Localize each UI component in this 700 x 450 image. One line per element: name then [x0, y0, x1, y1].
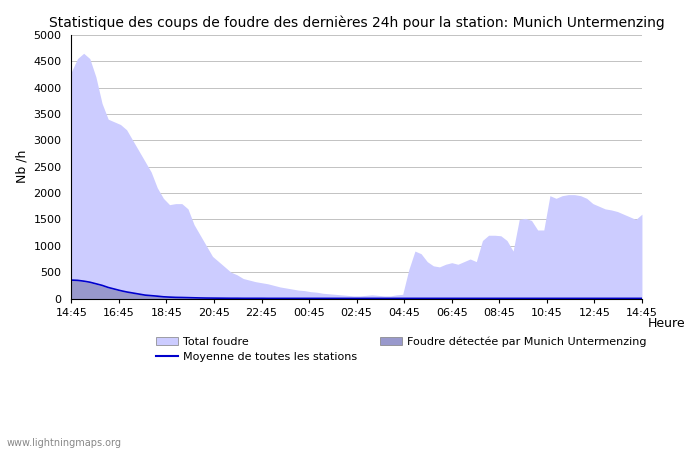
Title: Statistique des coups de foudre des dernières 24h pour la station: Munich Unterm: Statistique des coups de foudre des dern…: [49, 15, 664, 30]
Text: www.lightningmaps.org: www.lightningmaps.org: [7, 438, 122, 448]
Legend: Total foudre, Moyenne de toutes les stations, Foudre détectée par Munich Unterme: Total foudre, Moyenne de toutes les stat…: [151, 332, 652, 367]
Y-axis label: Nb /h: Nb /h: [15, 150, 28, 183]
Text: Heure: Heure: [648, 317, 685, 330]
